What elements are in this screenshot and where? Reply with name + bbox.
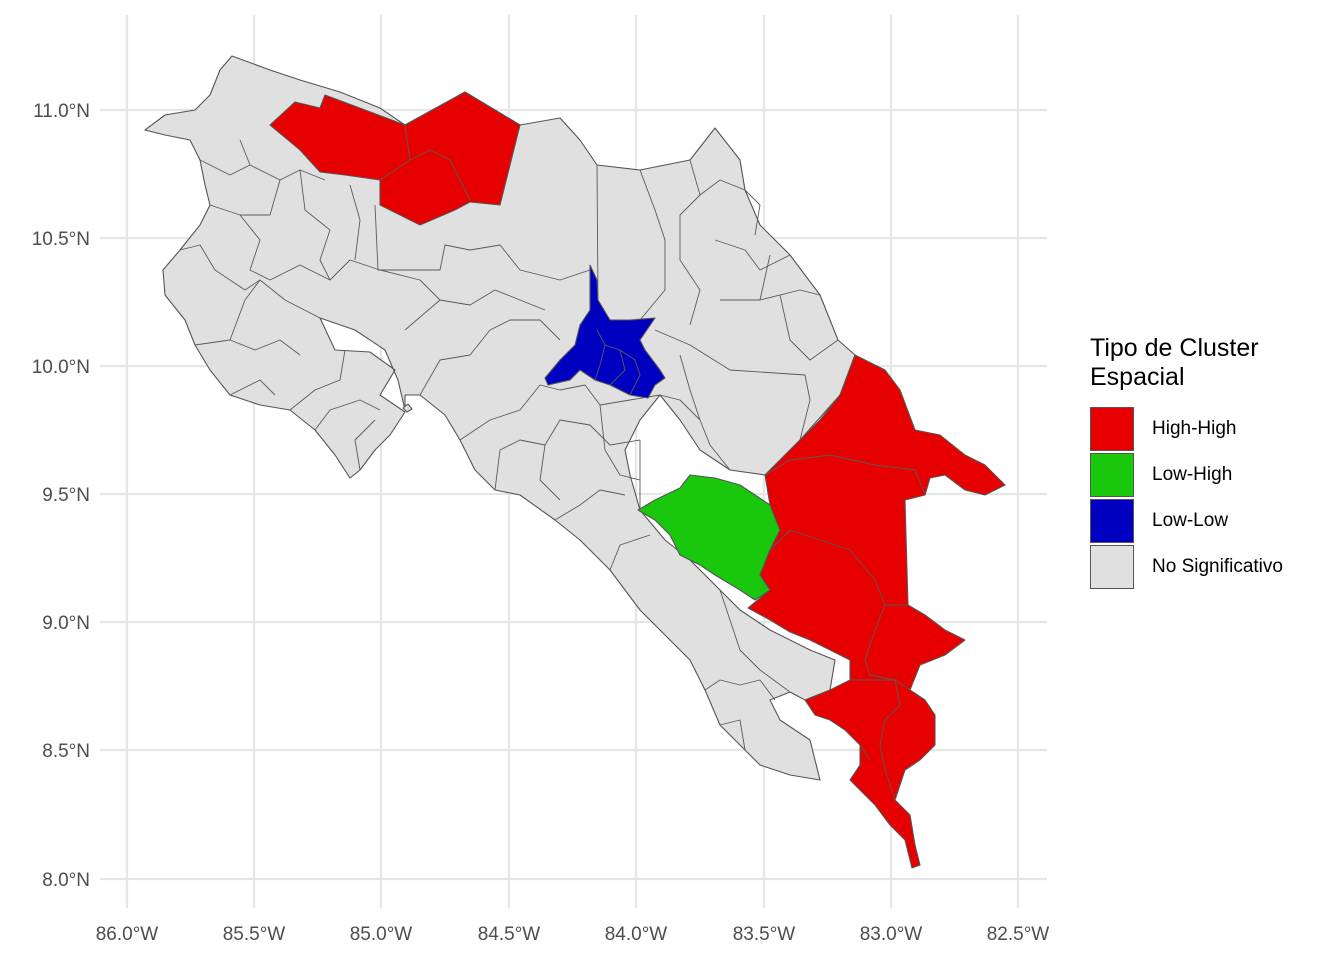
legend-label-low-low: Low-Low [1152,510,1229,531]
north-district-border [404,124,471,201]
legend-spacer [1090,392,1330,406]
y-tick-11: 11.0°N [33,101,90,122]
y-tick-9-5: 9.5°N [42,485,90,506]
x-tick-83: 83.0°W [860,924,923,945]
y-tick-10: 10.0°N [32,357,90,378]
legend-swatch-high-high [1090,407,1134,451]
region-high-high-south [747,354,1006,869]
legend-title: Tipo de Cluster Espacial [1090,334,1330,392]
region-high-high-north [269,91,521,226]
legend-item-high-high: High-High [1090,406,1330,452]
legend-swatch-low-low [1090,499,1134,543]
south-district-borders [764,454,926,801]
x-tick-86: 86.0°W [96,924,159,945]
legend: Tipo de Cluster Espacial High-High Low-H… [1090,334,1330,590]
x-tick-85: 85.0°W [350,924,413,945]
legend-item-low-low: Low-Low [1090,498,1330,544]
legend-title-line-2: Espacial [1090,363,1185,391]
x-tick-84: 84.0°W [605,924,668,945]
y-axis-labels: 11.0°N 10.5°N 10.0°N 9.5°N 9.0°N 8.5°N 8… [32,101,90,891]
x-tick-82-5: 82.5°W [987,924,1050,945]
x-tick-83-5: 83.5°W [733,924,796,945]
y-tick-10-5: 10.5°N [32,229,90,250]
region-island [402,403,413,413]
legend-label-no-significativo: No Significativo [1152,556,1283,577]
y-tick-8-5: 8.5°N [42,741,90,762]
legend-item-no-significativo: No Significativo [1090,544,1330,590]
region-low-low [544,264,666,399]
x-tick-84-5: 84.5°W [478,924,541,945]
low-low-district-borders [594,329,641,396]
y-tick-8: 8.0°N [42,870,90,891]
x-axis-labels: 86.0°W 85.5°W 85.0°W 84.5°W 84.0°W 83.5°… [96,924,1050,945]
y-tick-9: 9.0°N [42,613,90,634]
legend-swatch-low-high [1090,453,1134,497]
legend-label-high-high: High-High [1152,418,1237,439]
legend-title-line-1: Tipo de Cluster [1090,334,1259,362]
district-borders [179,139,839,751]
legend-swatch-no-significativo [1090,545,1134,589]
x-tick-85-5: 85.5°W [223,924,286,945]
legend-label-low-high: Low-High [1152,464,1233,485]
legend-item-low-high: Low-High [1090,452,1330,498]
